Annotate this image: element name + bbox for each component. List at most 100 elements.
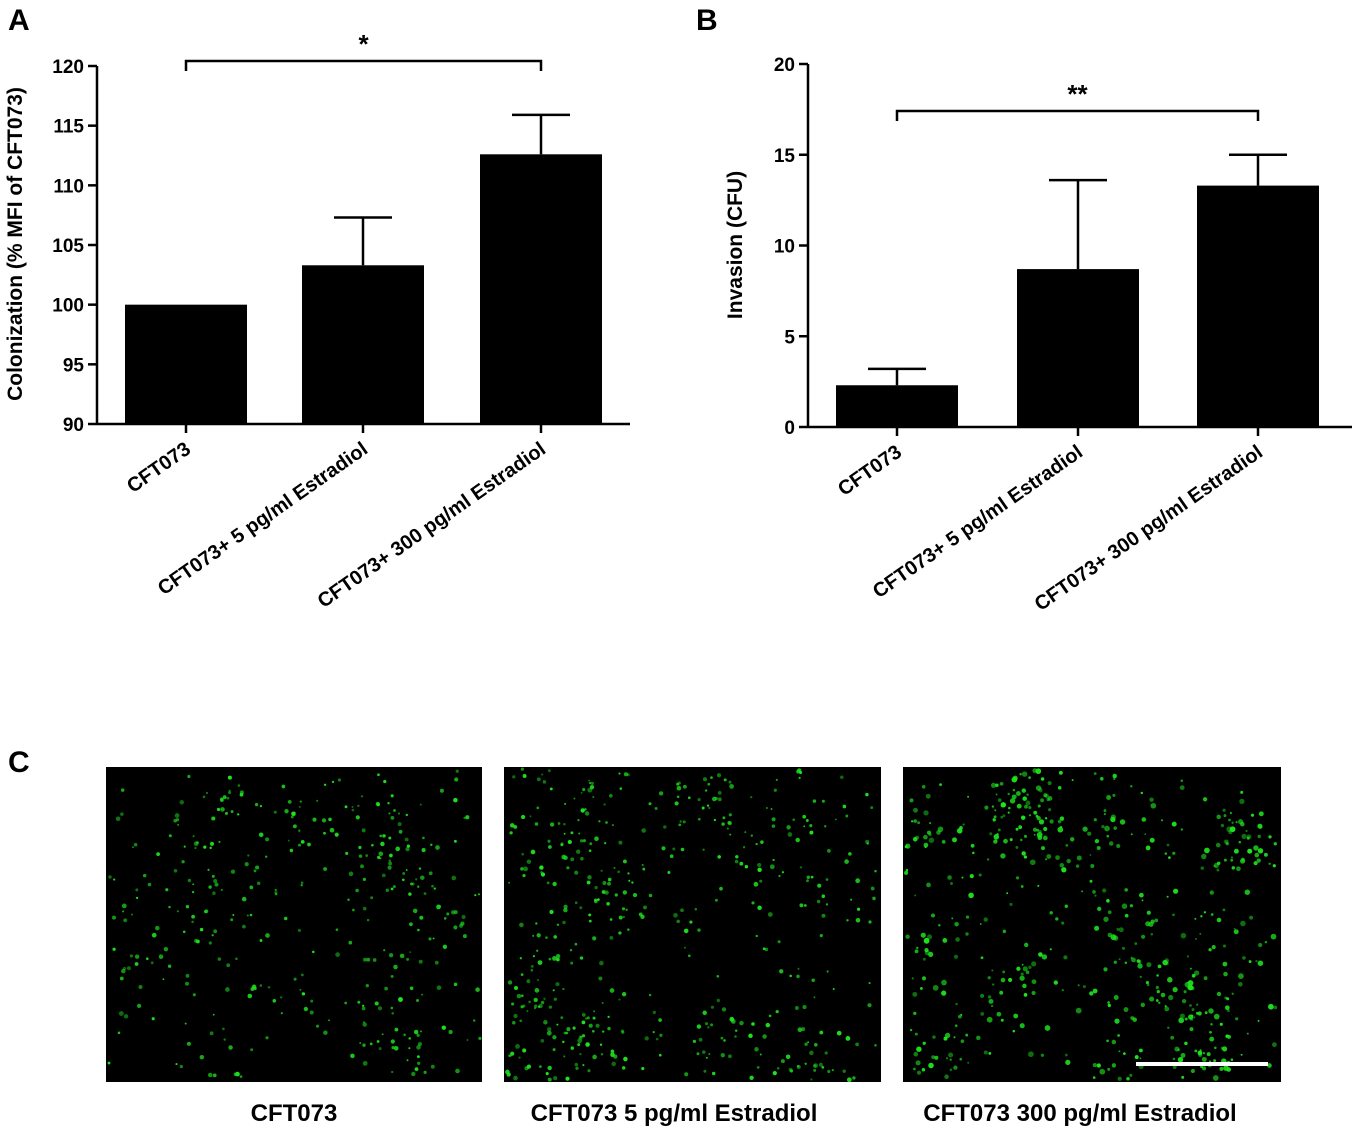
bacterium-dot <box>705 1056 708 1059</box>
bacterium-dot <box>1076 855 1082 861</box>
bacterium-dot <box>781 871 785 874</box>
bacterium-dot <box>303 1006 309 1012</box>
bacterium-dot <box>729 833 732 836</box>
bacterium-dot <box>1089 854 1092 856</box>
bacterium-dot <box>802 814 807 819</box>
bacterium-dot <box>369 1042 373 1046</box>
bacterium-dot <box>721 822 725 826</box>
bacterium-dot <box>655 1037 659 1041</box>
bacterium-dot <box>1141 934 1146 939</box>
bacterium-dot <box>667 871 671 874</box>
bacterium-dot <box>729 784 734 789</box>
bacterium-dot <box>220 807 225 812</box>
bacterium-dot <box>112 947 116 951</box>
bacterium-dot <box>804 1062 807 1065</box>
bacterium-dot <box>556 923 560 927</box>
bacterium-dot <box>609 988 615 993</box>
bacterium-dot <box>137 1003 142 1009</box>
bacterium-dot <box>374 1001 379 1006</box>
bacterium-dot <box>1117 1034 1120 1037</box>
bacterium-dot <box>1071 779 1074 782</box>
bacterium-dot <box>563 823 566 826</box>
bacterium-dot <box>623 1056 628 1062</box>
bacterium-dot <box>1032 827 1038 832</box>
bacterium-dot <box>697 798 701 802</box>
chart-a-significance-label: * <box>358 29 369 59</box>
bacterium-dot <box>810 875 814 879</box>
bacterium-dot <box>801 1027 806 1032</box>
bacterium-dot <box>980 1011 985 1016</box>
bacterium-dot <box>1209 890 1214 895</box>
bacterium-dot <box>654 807 658 810</box>
bacterium-dot <box>923 834 928 840</box>
bacterium-dot <box>1233 927 1236 930</box>
bacterium-dot <box>418 867 422 870</box>
bacterium-dot <box>1240 1053 1243 1056</box>
bacterium-dot <box>1215 842 1221 848</box>
bacterium-dot <box>1049 911 1053 915</box>
bacterium-dot <box>280 1012 283 1015</box>
bacterium-dot <box>720 1053 725 1058</box>
bar <box>302 265 424 424</box>
bacterium-dot <box>826 970 829 973</box>
bacterium-dot <box>458 923 464 928</box>
bacterium-dot <box>923 810 929 816</box>
bacterium-dot <box>872 896 876 901</box>
bacterium-dot <box>1070 837 1075 842</box>
bacterium-dot <box>1214 1046 1217 1050</box>
bacterium-dot <box>515 1044 520 1049</box>
bacterium-dot <box>532 955 535 958</box>
bacterium-dot <box>1023 834 1028 838</box>
bacterium-dot <box>1007 811 1010 814</box>
bacterium-dot <box>259 804 263 808</box>
bacterium-dot <box>593 1010 596 1013</box>
bacterium-dot <box>540 1000 545 1005</box>
bacterium-dot <box>779 969 784 974</box>
bacterium-dot <box>463 816 466 820</box>
bacterium-dot <box>1146 983 1150 987</box>
bacterium-dot <box>913 1051 919 1057</box>
bacterium-dot <box>575 1066 579 1071</box>
bacterium-dot <box>553 935 558 939</box>
bacterium-dot <box>552 881 557 887</box>
bacterium-dot <box>1103 967 1108 972</box>
bacterium-dot <box>378 851 384 857</box>
bacterium-dot <box>588 919 592 923</box>
bacterium-dot <box>422 836 425 840</box>
bacterium-dot <box>560 1016 564 1019</box>
bacterium-dot <box>1256 858 1261 863</box>
bacterium-dot <box>816 899 821 904</box>
bacterium-dot <box>580 808 585 813</box>
bacterium-dot <box>580 856 584 861</box>
bacterium-dot <box>574 942 578 946</box>
bacterium-dot <box>1015 791 1021 796</box>
bacterium-dot <box>722 816 726 820</box>
bacterium-dot <box>916 1046 922 1052</box>
bacterium-dot <box>365 854 369 857</box>
bacterium-dot <box>1118 958 1121 961</box>
bacterium-dot <box>1165 961 1169 965</box>
bacterium-dot <box>309 1010 314 1015</box>
bacterium-dot <box>622 859 627 864</box>
bacterium-dot <box>1099 1068 1106 1075</box>
bacterium-dot <box>825 903 829 906</box>
bacterium-dot <box>1186 955 1190 958</box>
bacterium-dot <box>570 961 574 965</box>
micrograph-background <box>106 767 482 1082</box>
bacterium-dot <box>540 1039 545 1043</box>
bacterium-dot <box>710 1023 714 1027</box>
bacterium-dot <box>185 973 190 978</box>
bacterium-dot <box>361 1004 365 1007</box>
bacterium-dot <box>212 1073 217 1078</box>
bacterium-dot <box>520 814 526 820</box>
bacterium-dot <box>1255 959 1258 963</box>
bacterium-dot <box>865 792 869 797</box>
bacterium-dot <box>1222 961 1228 967</box>
bacterium-dot <box>423 892 427 896</box>
bacterium-dot <box>1184 1017 1188 1021</box>
bacterium-dot <box>1166 895 1169 898</box>
bacterium-dot <box>610 1052 615 1057</box>
bacterium-dot <box>717 855 721 859</box>
bacterium-dot <box>589 785 595 790</box>
bacterium-dot <box>1065 844 1069 847</box>
